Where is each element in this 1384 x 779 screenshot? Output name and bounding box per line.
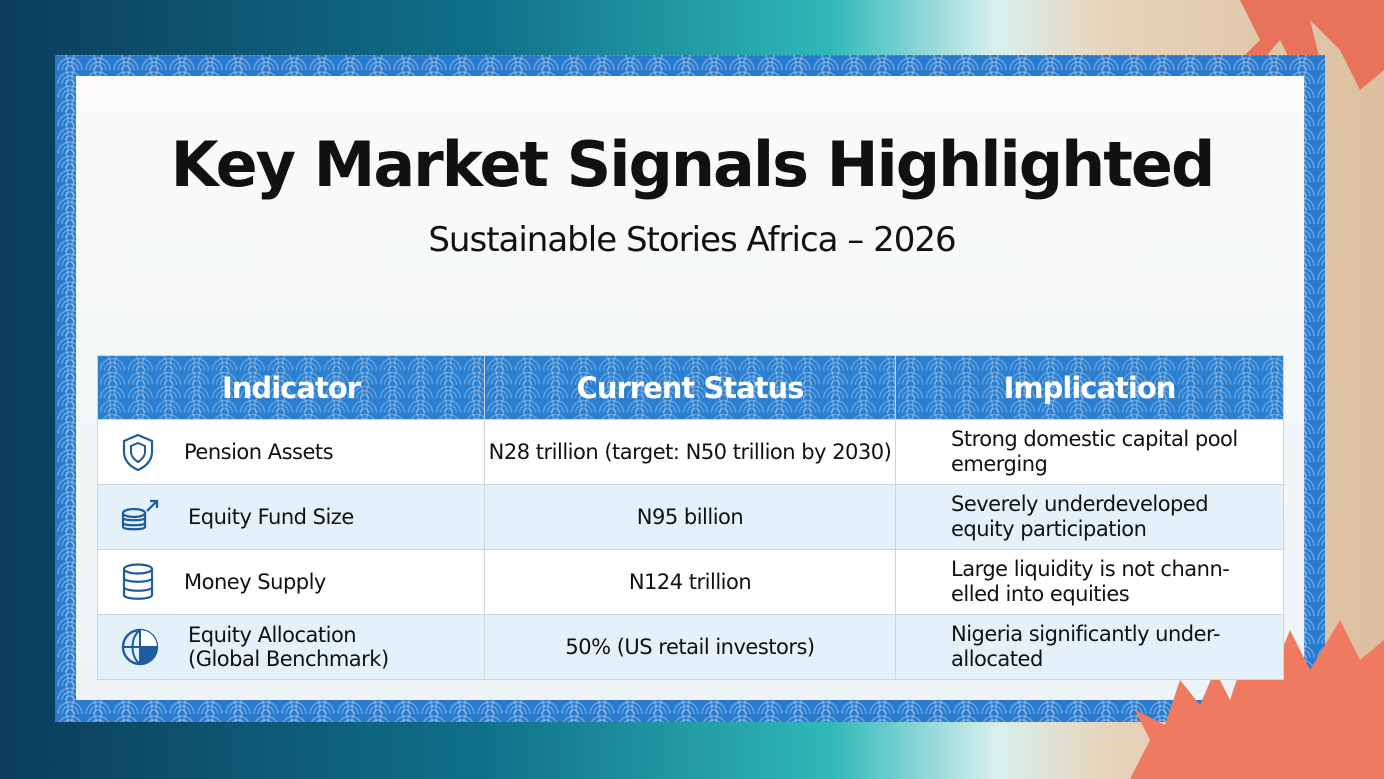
implication-line: Nigeria significantly under- xyxy=(951,622,1220,646)
cell: Large liquidity is not chann-elled into … xyxy=(895,549,1284,615)
subtitle: Sustainable Stories Africa – 2026 xyxy=(428,220,956,260)
row: Pension Assets N28 trillion (target: N50… xyxy=(97,419,1284,485)
implication-line: Severely underdeveloped xyxy=(951,492,1209,516)
column-header: Implication xyxy=(895,355,1284,420)
implication-line: allocated xyxy=(951,647,1043,671)
globe-chart-icon xyxy=(121,628,159,666)
implication-line: emerging xyxy=(951,452,1048,476)
coins-growth-icon xyxy=(121,499,159,531)
indicator-line: (Global Benchmark) xyxy=(188,647,389,671)
column-header: Current Status xyxy=(484,355,896,420)
cell: N124 trillion xyxy=(484,549,896,615)
signals-table: Indicator Current Status Implication Pen… xyxy=(97,355,1284,680)
implication-line: Strong domestic capital pool xyxy=(951,427,1238,451)
cell: Nigeria significantly under-allocated xyxy=(895,614,1284,680)
implication-line: equity participation xyxy=(951,517,1147,541)
indicator: Equity Fund Size xyxy=(188,505,354,529)
title: Key Market Signals Highlighted xyxy=(170,128,1216,201)
cell: Equity Fund Size xyxy=(97,484,485,550)
cell: N95 billion xyxy=(484,484,896,550)
row: Equity Allocation (Global Benchmark) 50% … xyxy=(97,614,1284,680)
implication-line: Large liquidity is not chann- xyxy=(951,557,1230,581)
cell: Equity Allocation (Global Benchmark) xyxy=(97,614,485,680)
indicator: Equity Allocation (Global Benchmark) xyxy=(188,623,389,671)
cell: Strong domestic capital pool emerging xyxy=(895,419,1284,485)
cell: N28 trillion (target: N50 trillion by 20… xyxy=(484,419,896,485)
coral-top xyxy=(1230,0,1384,90)
row: Equity Fund Size N95 billion Severely un… xyxy=(97,484,1284,550)
column-header: Indicator xyxy=(97,355,485,420)
database-icon xyxy=(122,563,154,600)
indicator: Money Supply xyxy=(184,570,326,594)
cell: 50% (US retail investors) xyxy=(484,614,896,680)
implication-line: elled into equities xyxy=(951,582,1130,606)
row: Money Supply N124 trillion Large liquidi… xyxy=(97,549,1284,615)
indicator: Pension Assets xyxy=(184,440,334,464)
header-row: Indicator Current Status Implication xyxy=(97,355,1284,420)
coral-bottom xyxy=(1130,620,1384,779)
cell: Severely underdeveloped equity participat… xyxy=(895,484,1284,550)
cell: Pension Assets xyxy=(97,419,485,485)
indicator-line: Equity Allocation xyxy=(188,623,357,647)
shield-icon xyxy=(122,433,154,472)
cell: Money Supply xyxy=(97,549,485,615)
